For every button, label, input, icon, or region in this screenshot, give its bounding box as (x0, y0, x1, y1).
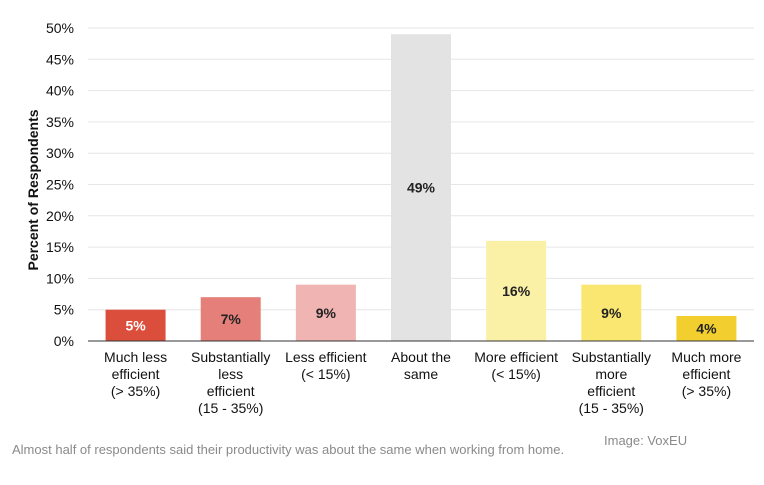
bar (200, 297, 261, 341)
category-label-line: same (404, 366, 438, 382)
y-tick-label: 20% (46, 208, 74, 224)
bar (676, 315, 737, 341)
category-label-line: (< 15%) (301, 366, 350, 382)
category-label-line: Much less (104, 349, 167, 365)
category-label-line: Substantially (572, 349, 651, 365)
category-label: More efficient (< 15%) (474, 349, 558, 382)
data-label: 49% (407, 180, 436, 196)
bar (295, 284, 356, 341)
y-tick-label: 30% (46, 145, 74, 161)
y-tick-label: 50% (46, 20, 74, 36)
category-label-line: Less efficient (285, 349, 367, 365)
category-label-line: (> 35%) (111, 383, 160, 399)
y-tick-label: 5% (54, 302, 74, 318)
category-label-line: (> 35%) (682, 383, 731, 399)
category-label: Substantially less efficient (15 - 35%) (191, 349, 270, 416)
data-labels: 5% 7% 9% 49% 16% 9% 4% (125, 180, 717, 337)
category-label-line: (< 15%) (491, 366, 540, 382)
category-label-line: Much more (671, 349, 741, 365)
data-label: 9% (316, 305, 337, 321)
data-label: 5% (125, 317, 146, 333)
image-credit: Image: VoxEU (604, 433, 688, 448)
y-axis-label: Percent of Respondents (25, 109, 41, 270)
figure-caption: Almost half of respondents said their pr… (12, 442, 565, 457)
category-label-line: efficient (112, 366, 160, 382)
bar (486, 240, 547, 341)
data-label: 16% (502, 283, 531, 299)
category-label: Less efficient (< 15%) (285, 349, 367, 382)
y-tick-label: 10% (46, 270, 74, 286)
bar (391, 34, 451, 341)
y-tick-label: 0% (54, 333, 74, 349)
data-label: 9% (601, 305, 622, 321)
y-tick-label: 15% (46, 239, 74, 255)
category-label-line: (15 - 35%) (579, 400, 644, 416)
y-tick-label: 35% (46, 114, 74, 130)
data-label: 7% (221, 311, 242, 327)
category-label-line: efficient (682, 366, 730, 382)
bar (581, 284, 642, 341)
bars (105, 34, 737, 341)
y-axis-ticks: 0% 5% 10% 15% 20% 25% 30% 35% 40% 45% 50% (46, 20, 74, 349)
category-label-line: efficient (207, 383, 255, 399)
category-label-line: More efficient (474, 349, 558, 365)
bar (105, 309, 166, 341)
category-label-line: efficient (587, 383, 635, 399)
category-labels: Much less efficient (> 35%)Substantially le… (104, 349, 742, 416)
data-label: 4% (696, 320, 717, 336)
category-label: About the same (391, 349, 451, 382)
y-tick-label: 40% (46, 83, 74, 99)
category-label: Much more efficient (> 35%) (671, 349, 741, 399)
category-label: Much less efficient (> 35%) (104, 349, 167, 399)
category-label-line: (15 - 35%) (198, 400, 263, 416)
category-label-line: less (218, 366, 243, 382)
y-tick-label: 45% (46, 51, 74, 67)
y-tick-label: 25% (46, 177, 74, 193)
category-label-line: About the (391, 349, 451, 365)
category-label-line: Substantially (191, 349, 270, 365)
category-label: Substantially more efficient (15 - 35%) (572, 349, 651, 416)
bar-chart: 0% 5% 10% 15% 20% 25% 30% 35% 40% 45% 50% 5% 7% 9% 49… (25, 20, 754, 416)
category-label-line: more (595, 366, 627, 382)
